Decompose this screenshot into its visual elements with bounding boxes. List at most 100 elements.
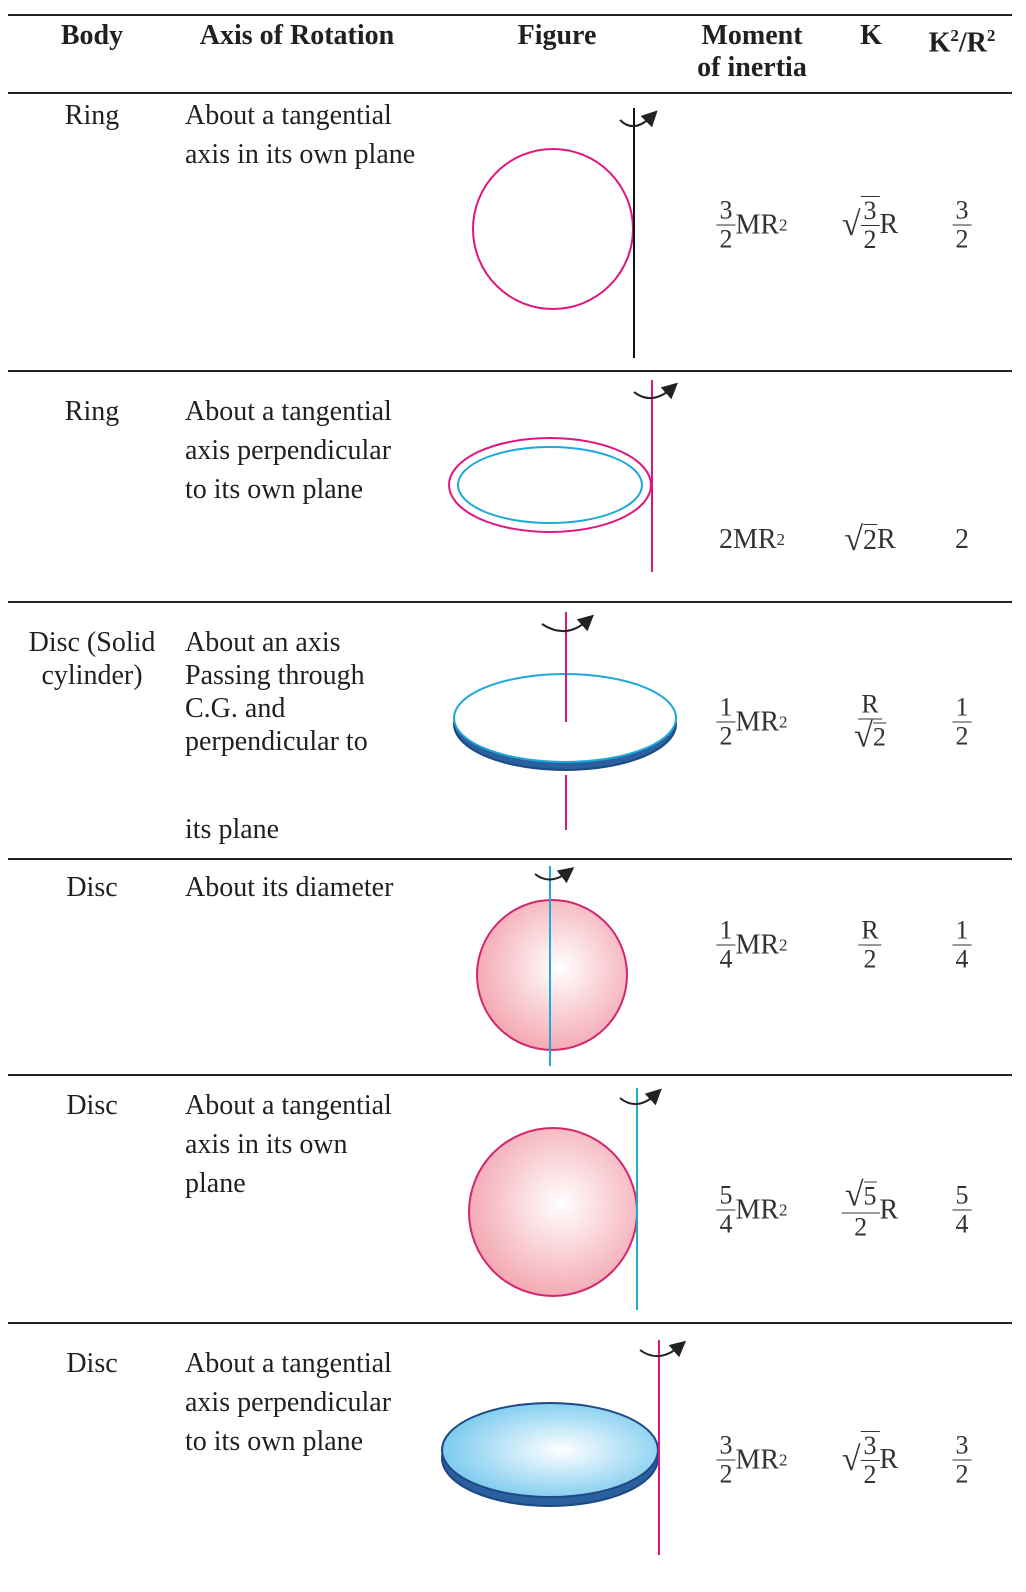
body-cell: Ring: [64, 100, 120, 131]
radicand-text: 5: [863, 1181, 877, 1210]
body-cell: cylinder): [41, 660, 143, 691]
exponent: 2: [779, 1450, 788, 1469]
root: √ 3 2: [842, 196, 880, 254]
header-line: Moment: [701, 20, 803, 51]
exponent: 2: [779, 935, 788, 954]
radicand: 5: [863, 1181, 877, 1210]
symbol: MR: [735, 929, 780, 960]
axis-cell: About its diameter: [185, 872, 394, 903]
numerator: 3: [716, 196, 736, 226]
rotation-arrow: [633, 382, 678, 400]
k-cell: √ 3 2 R: [842, 1431, 898, 1489]
root-sign: √: [844, 521, 863, 558]
moment-cell: 3 2 MR 2: [716, 1431, 788, 1489]
moment-cell: 3 2 MR 2: [716, 196, 788, 254]
rule: [8, 14, 1012, 16]
numerator: 3: [860, 197, 880, 226]
rule: [8, 370, 1012, 372]
k-cell: R √ 2: [851, 690, 889, 755]
root-sign: √: [841, 1441, 861, 1478]
symbol: 2MR: [718, 524, 777, 555]
k-cell: √ 2 R: [844, 523, 895, 557]
header-cell: Moment of inertia: [697, 20, 807, 84]
denominator: 2: [719, 224, 733, 254]
fraction: R √ 2: [851, 690, 889, 755]
radicand: 2: [862, 523, 877, 557]
numerator: 3: [860, 1432, 880, 1461]
rotation-arrow: [619, 110, 658, 128]
numerator: 1: [716, 693, 736, 723]
disc: [476, 899, 628, 1051]
numerator: 5: [952, 1181, 972, 1211]
disc: [468, 1127, 638, 1297]
k-cell: √ 5 2 R: [841, 1178, 898, 1242]
header-cell: K2/R2: [929, 20, 996, 59]
axis-cell: About a tangential: [185, 1090, 392, 1121]
radicand-text: 2: [872, 722, 886, 751]
denominator: 4: [719, 1209, 733, 1239]
rule: [8, 601, 1012, 603]
denominator: 4: [955, 1209, 969, 1239]
body-cell: Ring: [64, 396, 120, 427]
exponent: 2: [950, 26, 959, 45]
ring-inner: [457, 446, 643, 524]
k-cell: √ 3 2 R: [842, 196, 898, 254]
body-cell: Disc: [66, 1090, 118, 1121]
symbol: MR: [735, 209, 780, 240]
symbol: /R: [958, 27, 987, 59]
root: √ 5: [845, 1178, 877, 1213]
axis-cell: About a tangential: [185, 1348, 392, 1379]
ratio-cell: 2: [955, 524, 969, 556]
rule: [8, 858, 1012, 860]
header-line: of inertia: [697, 52, 807, 83]
axis-cell: axis perpendicular: [185, 1387, 392, 1418]
exponent: 2: [779, 215, 788, 234]
symbol: K: [928, 27, 951, 59]
moment-cell: 2MR 2: [719, 524, 785, 556]
axis-cell: Passing through: [185, 660, 365, 691]
fraction: √ 5 2: [841, 1178, 880, 1242]
root: √ 2: [854, 717, 886, 755]
numerator: 3: [952, 1431, 972, 1461]
axis-cell: About a tangential: [185, 396, 392, 427]
axis-cell: C.G. and: [185, 693, 286, 724]
root: √ 2: [844, 523, 877, 557]
axis-cell: to its own plane: [185, 474, 364, 505]
rotation-arrow: [541, 614, 594, 632]
numerator: R: [858, 690, 882, 720]
numerator: R: [858, 916, 882, 946]
denominator: 2: [955, 721, 969, 751]
axis-cell: axis in its own plane: [185, 139, 416, 170]
denominator: 2: [854, 1212, 868, 1242]
symbol: MR: [735, 1444, 780, 1475]
rule: [8, 92, 1012, 94]
moment-cell: 5 4 MR 2: [716, 1181, 788, 1239]
rule: [8, 1322, 1012, 1324]
symbol: MR: [735, 1194, 780, 1225]
rotation-arrow: [619, 1088, 662, 1106]
numerator: √ 5: [841, 1178, 880, 1214]
numerator: 1: [716, 916, 736, 946]
rotation-arrow: [534, 867, 575, 884]
root-sign: √: [854, 717, 873, 755]
